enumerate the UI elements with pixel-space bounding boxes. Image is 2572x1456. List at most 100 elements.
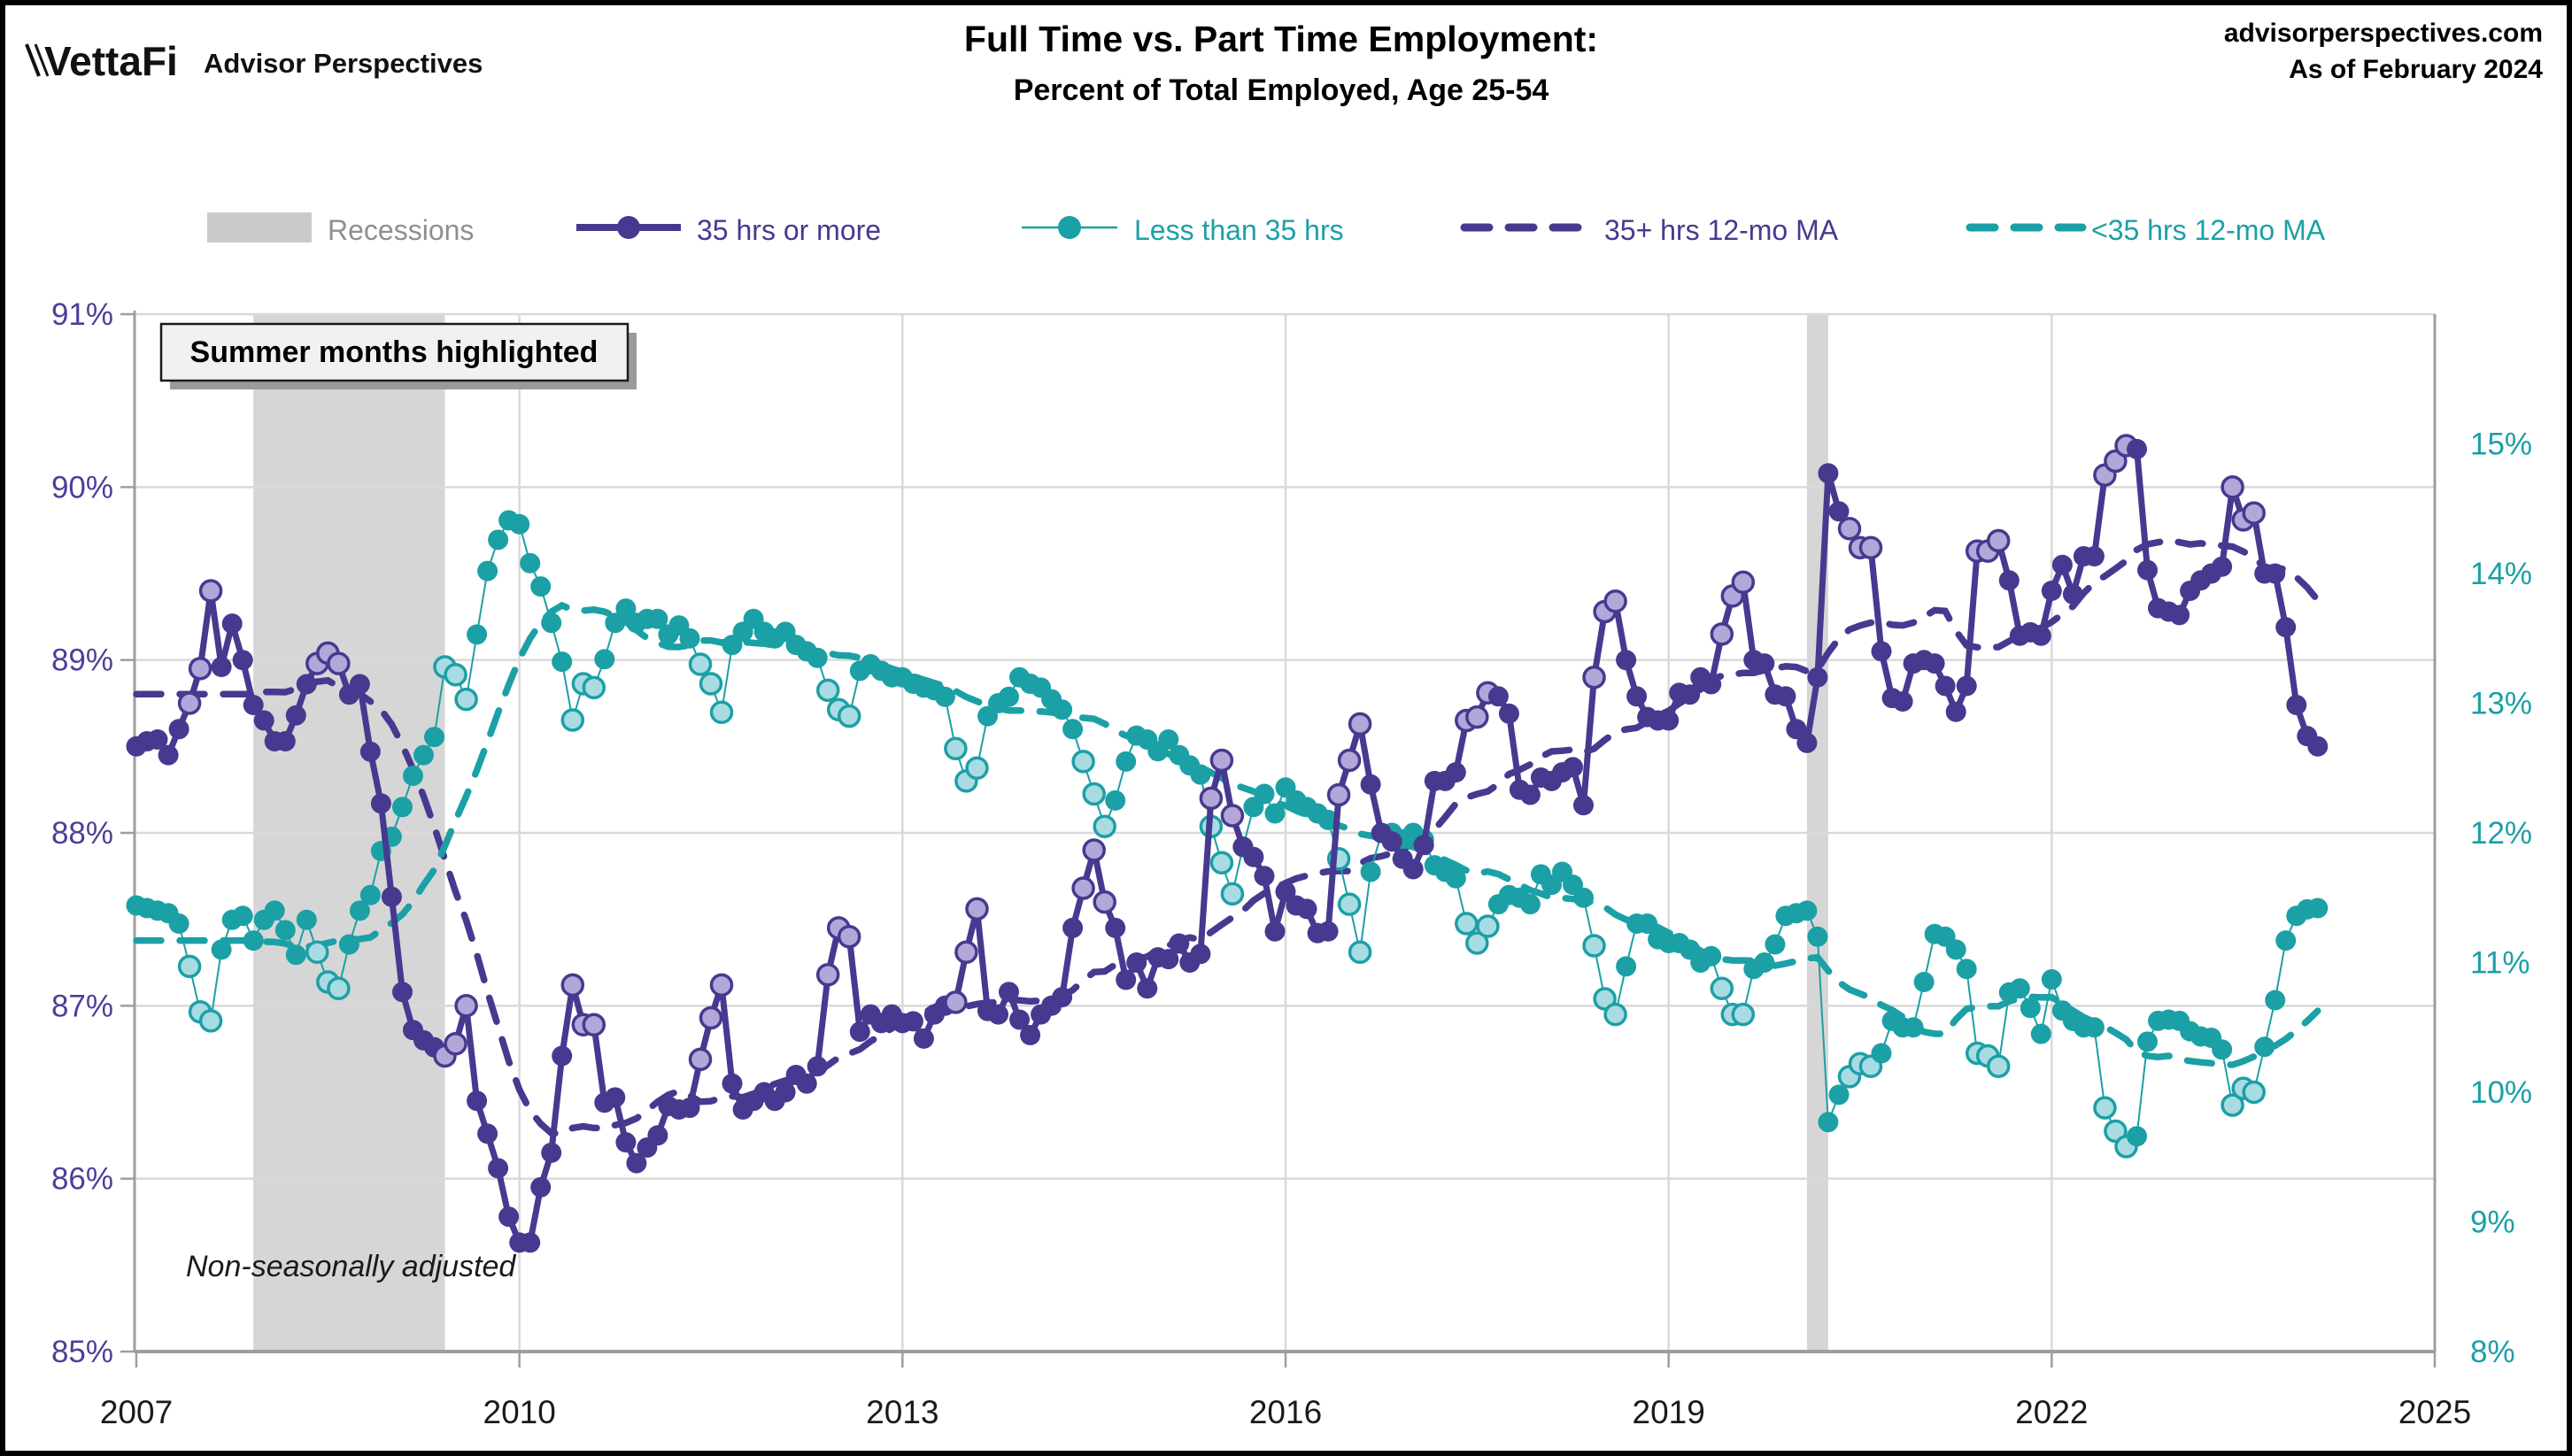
- summer-data-point-parttime: [582, 675, 606, 700]
- data-point-fulltime: [1935, 675, 1956, 697]
- data-point-parttime: [615, 598, 637, 620]
- data-point-parttime: [168, 913, 189, 934]
- summer-data-point-parttime: [965, 756, 989, 781]
- summer-data-point-parttime: [688, 652, 713, 676]
- legend-recessions-label: Recessions: [328, 214, 474, 246]
- summer-data-point-fulltime: [1837, 516, 1862, 541]
- x-axis-label: 2016: [1249, 1394, 1322, 1430]
- summer-note-frame: [159, 322, 629, 382]
- data-point-fulltime: [296, 674, 317, 695]
- data-point-fulltime: [243, 695, 264, 715]
- x-axis-label: 2007: [100, 1394, 173, 1430]
- summer-data-point-parttime: [837, 704, 861, 728]
- data-point-fulltime: [349, 674, 370, 695]
- summer-data-point-parttime: [1093, 814, 1116, 838]
- data-point-parttime: [520, 552, 541, 574]
- summer-data-point-fulltime: [954, 940, 978, 965]
- data-point-fulltime: [999, 982, 1019, 1003]
- summer-data-point-fulltime: [1093, 890, 1116, 914]
- data-point-fulltime: [849, 1021, 870, 1043]
- summer-data-point-parttime: [1731, 1002, 1756, 1027]
- data-point-parttime: [2127, 1126, 2147, 1147]
- data-point-parttime: [1828, 1084, 1850, 1105]
- data-point-fulltime: [477, 1123, 498, 1144]
- data-point-fulltime: [1786, 719, 1807, 740]
- data-point-fulltime: [605, 1087, 626, 1108]
- data-point-parttime: [1945, 939, 1966, 960]
- summer-data-point-fulltime: [699, 1005, 723, 1030]
- data-point-parttime: [243, 930, 264, 951]
- data-point-fulltime: [232, 650, 253, 671]
- data-point-parttime: [413, 744, 434, 766]
- data-point-fulltime: [1487, 686, 1509, 707]
- data-point-fulltime: [1924, 653, 1945, 674]
- data-point-parttime: [1264, 803, 1286, 824]
- data-point-fulltime: [1998, 570, 2020, 591]
- right-axis-label: 15%: [2470, 428, 2532, 462]
- right-axis-label: 13%: [2470, 687, 2532, 721]
- summer-data-point-parttime: [2093, 1096, 2117, 1120]
- ma-line-fulltime: [133, 536, 2321, 1137]
- left-axis-label: 90%: [51, 470, 113, 505]
- data-point-parttime: [1116, 751, 1137, 772]
- summer-data-point-parttime: [1986, 1054, 2011, 1078]
- data-point-fulltime: [1754, 653, 1775, 674]
- logo-text: VettaFi: [44, 38, 178, 84]
- data-point-parttime: [2265, 990, 2286, 1011]
- data-point-fulltime: [1126, 952, 1147, 973]
- data-point-parttime: [594, 649, 615, 670]
- summer-data-point-parttime: [1465, 931, 1489, 955]
- data-point-fulltime: [530, 1176, 552, 1198]
- summer-data-point-fulltime: [944, 990, 968, 1014]
- data-point-fulltime: [1296, 898, 1317, 920]
- summer-data-point-parttime: [1337, 892, 1362, 916]
- data-point-fulltime: [1413, 835, 1434, 856]
- summer-data-point-fulltime: [177, 691, 202, 715]
- summer-data-point-fulltime: [2242, 501, 2266, 525]
- data-point-parttime: [467, 624, 488, 645]
- data-point-fulltime: [1264, 921, 1286, 942]
- data-point-parttime: [2212, 1039, 2233, 1060]
- summer-data-point-parttime: [1455, 912, 1479, 936]
- summer-data-point-fulltime: [1603, 589, 1627, 613]
- legend-recessions-swatch: [207, 212, 312, 243]
- summer-data-point-parttime: [1582, 934, 1606, 958]
- summer-data-point-parttime: [944, 736, 968, 761]
- data-point-parttime: [2137, 1031, 2158, 1052]
- summer-data-point-fulltime: [1071, 876, 1095, 900]
- data-point-fulltime: [2265, 563, 2286, 584]
- summer-data-point-parttime: [560, 708, 585, 732]
- ma-line-parttime: [133, 601, 2321, 1068]
- data-point-fulltime: [1105, 917, 1126, 938]
- data-point-fulltime: [988, 1004, 1008, 1025]
- summer-data-point-parttime: [1082, 782, 1106, 806]
- summer-data-point-fulltime: [1582, 665, 1606, 689]
- data-point-fulltime: [2083, 546, 2105, 566]
- data-point-parttime: [338, 934, 359, 955]
- data-point-parttime: [1158, 729, 1179, 750]
- right-axis-label: 9%: [2470, 1206, 2515, 1240]
- data-point-fulltime: [2030, 625, 2051, 646]
- summer-data-point-fulltime: [560, 973, 585, 998]
- data-point-parttime: [424, 727, 444, 748]
- data-point-fulltime: [1275, 881, 1296, 902]
- summer-data-point-parttime: [198, 1009, 223, 1033]
- brand-text: Advisor Perspectives: [204, 48, 483, 79]
- summer-data-point-parttime: [2221, 1093, 2244, 1117]
- legend-fulltime-ma-label: 35+ hrs 12-mo MA: [1604, 214, 1839, 246]
- data-point-fulltime: [1956, 675, 1977, 697]
- summer-data-point-fulltime: [1326, 782, 1351, 807]
- summer-data-point-parttime: [1476, 914, 1500, 938]
- summer-data-point-fulltime: [1209, 748, 1234, 773]
- summer-data-point-fulltime: [1220, 804, 1245, 828]
- summer-data-point-fulltime: [188, 657, 212, 681]
- chart-title: Full Time vs. Part Time Employment:: [964, 19, 1598, 59]
- summer-data-point-parttime: [2242, 1080, 2266, 1105]
- data-point-fulltime: [1243, 846, 1264, 867]
- data-point-parttime: [264, 900, 285, 921]
- data-point-parttime: [403, 766, 423, 786]
- summer-data-point-fulltime: [1337, 748, 1362, 773]
- summer-data-point-fulltime: [2221, 475, 2244, 499]
- logo-stripe-icon: [34, 43, 50, 77]
